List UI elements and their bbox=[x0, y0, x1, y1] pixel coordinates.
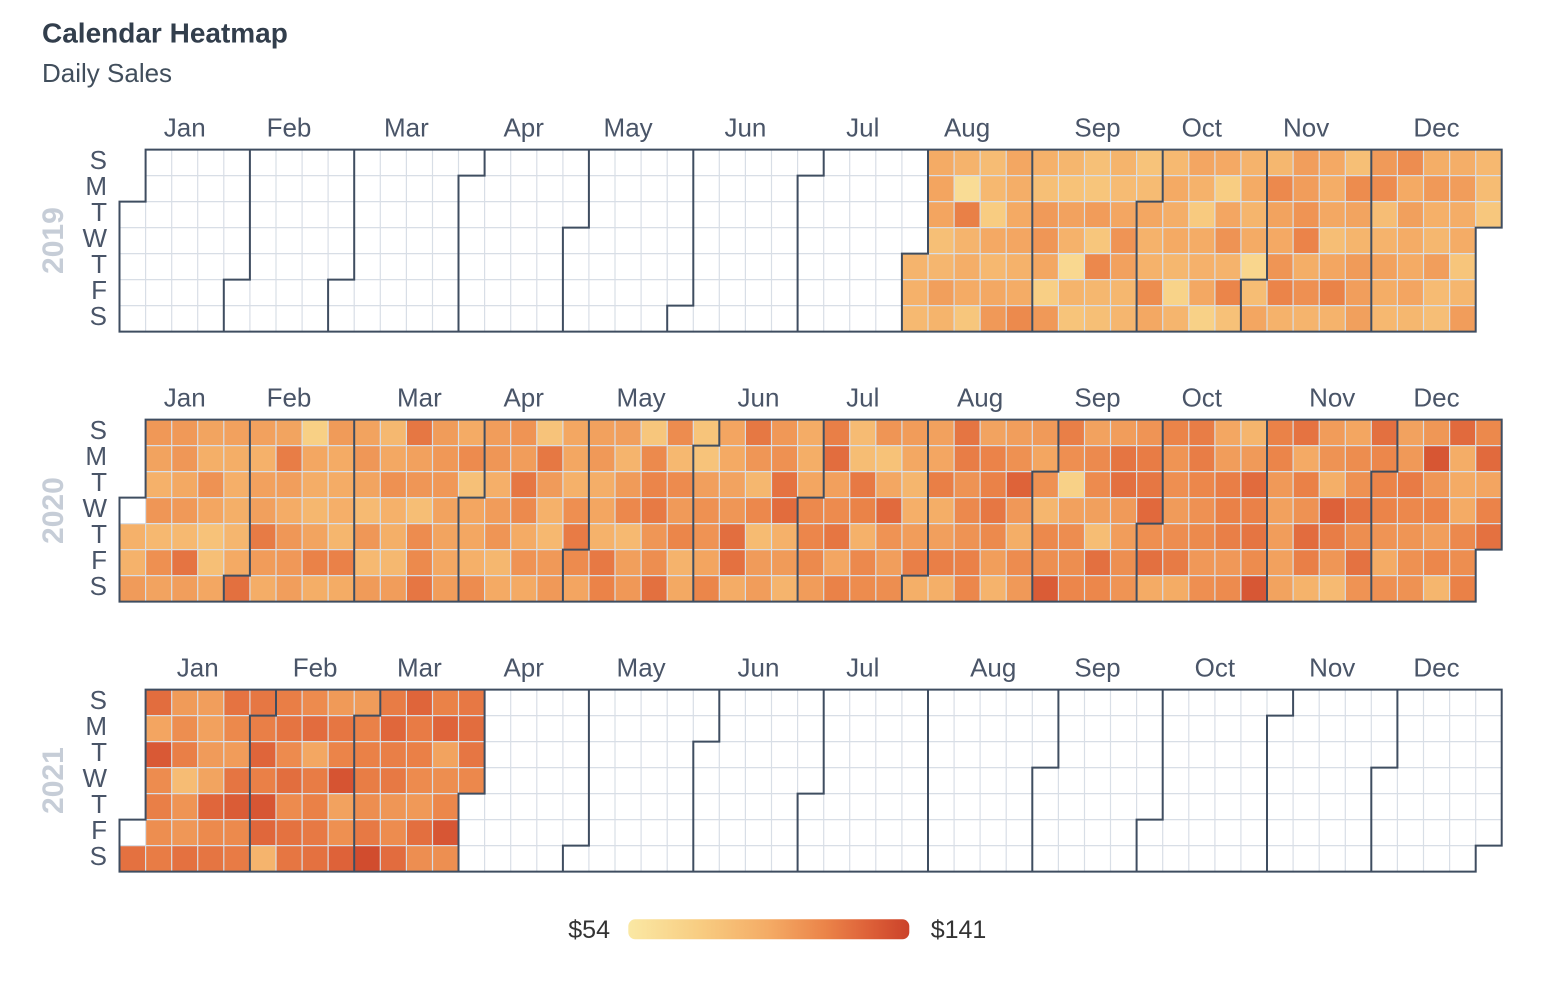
svg-text:May: May bbox=[617, 383, 666, 413]
svg-text:Feb: Feb bbox=[267, 113, 312, 143]
svg-text:S: S bbox=[90, 841, 107, 871]
svg-text:$141: $141 bbox=[931, 916, 987, 944]
svg-text:Jun: Jun bbox=[724, 113, 766, 143]
svg-text:2019: 2019 bbox=[37, 207, 70, 274]
svg-text:Aug: Aug bbox=[944, 113, 990, 143]
svg-text:2020: 2020 bbox=[37, 477, 70, 544]
svg-text:T: T bbox=[91, 789, 107, 819]
svg-text:Aug: Aug bbox=[957, 383, 1003, 413]
svg-text:May: May bbox=[604, 113, 653, 143]
svg-text:Oct: Oct bbox=[1182, 383, 1223, 413]
svg-text:Sep: Sep bbox=[1074, 653, 1120, 683]
svg-text:T: T bbox=[91, 197, 107, 227]
svg-text:Jan: Jan bbox=[177, 653, 219, 683]
svg-text:Jun: Jun bbox=[738, 383, 780, 413]
svg-text:Nov: Nov bbox=[1283, 113, 1329, 143]
svg-text:Dec: Dec bbox=[1413, 383, 1459, 413]
svg-text:F: F bbox=[91, 545, 107, 575]
svg-text:Dec: Dec bbox=[1413, 653, 1459, 683]
svg-text:F: F bbox=[91, 815, 107, 845]
svg-text:Aug: Aug bbox=[970, 653, 1016, 683]
svg-text:Apr: Apr bbox=[503, 383, 544, 413]
svg-text:Sep: Sep bbox=[1074, 113, 1120, 143]
svg-text:T: T bbox=[91, 249, 107, 279]
svg-text:T: T bbox=[91, 737, 107, 767]
svg-text:T: T bbox=[91, 519, 107, 549]
svg-text:T: T bbox=[91, 467, 107, 497]
svg-text:Apr: Apr bbox=[503, 113, 544, 143]
svg-text:Jan: Jan bbox=[164, 113, 206, 143]
svg-text:F: F bbox=[91, 275, 107, 305]
svg-text:Nov: Nov bbox=[1309, 653, 1355, 683]
svg-text:Sep: Sep bbox=[1074, 383, 1120, 413]
svg-text:W: W bbox=[82, 493, 107, 523]
svg-text:Jun: Jun bbox=[738, 653, 780, 683]
svg-text:W: W bbox=[82, 223, 107, 253]
svg-text:Feb: Feb bbox=[293, 653, 338, 683]
svg-text:Oct: Oct bbox=[1182, 113, 1223, 143]
svg-text:Nov: Nov bbox=[1309, 383, 1355, 413]
svg-text:S: S bbox=[90, 301, 107, 331]
svg-text:Daily Sales: Daily Sales bbox=[42, 58, 172, 88]
svg-text:S: S bbox=[90, 571, 107, 601]
svg-text:S: S bbox=[90, 415, 107, 445]
svg-text:M: M bbox=[85, 711, 107, 741]
svg-text:S: S bbox=[90, 145, 107, 175]
svg-text:Feb: Feb bbox=[267, 383, 312, 413]
svg-text:M: M bbox=[85, 171, 107, 201]
svg-text:Apr: Apr bbox=[503, 653, 544, 683]
svg-text:Jul: Jul bbox=[846, 113, 879, 143]
svg-text:Dec: Dec bbox=[1413, 113, 1459, 143]
svg-text:Calendar Heatmap: Calendar Heatmap bbox=[42, 18, 288, 49]
svg-text:$54: $54 bbox=[568, 916, 610, 944]
svg-text:Jan: Jan bbox=[164, 383, 206, 413]
svg-text:S: S bbox=[90, 685, 107, 715]
svg-text:W: W bbox=[82, 763, 107, 793]
svg-text:Jul: Jul bbox=[846, 653, 879, 683]
svg-text:Mar: Mar bbox=[397, 383, 442, 413]
svg-text:Oct: Oct bbox=[1195, 653, 1236, 683]
svg-text:2021: 2021 bbox=[37, 747, 70, 814]
svg-text:M: M bbox=[85, 441, 107, 471]
svg-text:Mar: Mar bbox=[397, 653, 442, 683]
svg-text:Jul: Jul bbox=[846, 383, 879, 413]
svg-text:May: May bbox=[617, 653, 666, 683]
svg-text:Mar: Mar bbox=[384, 113, 429, 143]
